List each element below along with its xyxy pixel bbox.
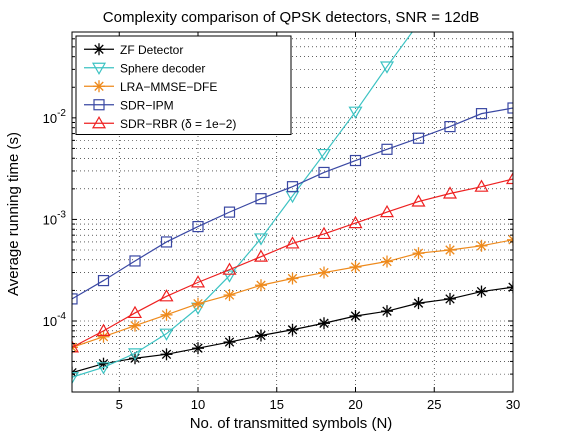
data-point: [222, 270, 237, 283]
data-point: [474, 179, 489, 192]
data-point: [97, 274, 110, 287]
x-tick-label: 5: [116, 397, 123, 412]
legend-marker: [91, 116, 107, 129]
data-point: [72, 372, 80, 385]
data-point: [412, 247, 425, 260]
y-tick-label: 10-3: [43, 209, 67, 227]
legend-label: LRA−MMSE−DFE: [120, 80, 217, 94]
data-point: [412, 132, 425, 144]
data-point: [97, 330, 110, 343]
data-point: [507, 102, 513, 114]
legend-marker: [93, 80, 105, 93]
chart-title: Complexity comparison of QPSK detectors,…: [103, 9, 479, 26]
series-line: [72, 178, 513, 348]
data-point: [411, 194, 426, 207]
data-point: [223, 336, 236, 349]
data-point: [286, 272, 299, 285]
ticks: 5 10 15 20 25 30 10-4 10-3 10-2: [43, 31, 520, 412]
x-tick-label: 10: [191, 397, 205, 412]
legend-label: Sphere decoder: [120, 61, 205, 75]
data-point: [316, 148, 332, 162]
data-point: [318, 266, 330, 279]
data-point: [505, 171, 513, 185]
data-point: [442, 186, 458, 199]
legend-label: ZF Detector: [120, 43, 183, 57]
data-point: [475, 285, 488, 298]
data-point: [255, 329, 267, 342]
data-point: [223, 206, 236, 218]
data-point: [72, 293, 78, 305]
series-0: [72, 281, 513, 379]
data-point: [412, 297, 425, 310]
data-point: [160, 236, 173, 248]
x-tick-label: 20: [348, 397, 362, 412]
x-tick-label: 15: [270, 397, 284, 412]
series-layer: [72, 32, 513, 385]
data-point: [253, 249, 269, 262]
data-point: [381, 255, 393, 268]
series-2: [72, 233, 513, 354]
legend-label: SDR−RBR (δ = 1e−2): [120, 117, 236, 131]
data-point: [381, 305, 393, 318]
data-point: [190, 275, 206, 288]
data-point: [96, 362, 111, 375]
series-1: [72, 32, 413, 385]
legend-label: SDR−IPM: [120, 98, 174, 112]
y-axis-label: Average running time (s): [5, 132, 22, 296]
plot-frame: [71, 31, 514, 393]
data-point: [160, 308, 173, 321]
data-point: [318, 166, 330, 179]
data-point: [160, 348, 173, 361]
data-point: [316, 226, 332, 240]
data-point: [475, 239, 488, 252]
legend-box: [75, 35, 292, 135]
data-point: [349, 261, 362, 274]
x-tick-label: 25: [427, 397, 441, 412]
series-line: [72, 32, 413, 378]
data-point: [286, 181, 299, 193]
series-3: [72, 102, 513, 305]
y-tick-label: 10-4: [43, 311, 67, 329]
data-point: [475, 108, 488, 120]
data-point: [348, 106, 363, 119]
legend: ZF Detector Sphere decoder LRA−MMSE−DFE SDR…: [75, 35, 292, 135]
data-point: [379, 204, 395, 218]
data-point: [192, 220, 204, 233]
data-point: [192, 342, 204, 355]
x-tick-label: 30: [506, 397, 520, 412]
data-point: [444, 243, 456, 256]
data-point: [159, 328, 174, 341]
data-point: [286, 323, 299, 336]
y-tick-label: 10-2: [43, 108, 67, 126]
data-point: [223, 289, 236, 302]
data-point: [255, 193, 267, 205]
data-point: [444, 120, 456, 133]
series-4: [72, 171, 513, 353]
legend-marker: [91, 62, 107, 75]
data-point: [192, 297, 204, 310]
legend-marker: [93, 99, 105, 111]
data-point: [349, 310, 362, 323]
data-point: [72, 340, 80, 353]
legend-marker: [93, 43, 105, 56]
data-point: [253, 233, 269, 246]
data-point: [255, 279, 267, 292]
data-point: [127, 348, 143, 361]
series-line: [72, 107, 513, 300]
data-point: [349, 154, 362, 167]
data-point: [96, 323, 111, 336]
data-point: [222, 262, 237, 275]
data-point: [129, 255, 141, 267]
data-point: [285, 236, 300, 249]
data-point: [444, 292, 456, 305]
data-point: [129, 319, 141, 332]
data-point: [379, 61, 395, 74]
data-point: [127, 305, 143, 319]
data-point: [159, 289, 174, 302]
data-point: [381, 143, 393, 155]
data-point: [348, 215, 363, 229]
data-point: [318, 317, 330, 330]
x-axis-label: No. of transmitted symbols (N): [190, 415, 393, 432]
